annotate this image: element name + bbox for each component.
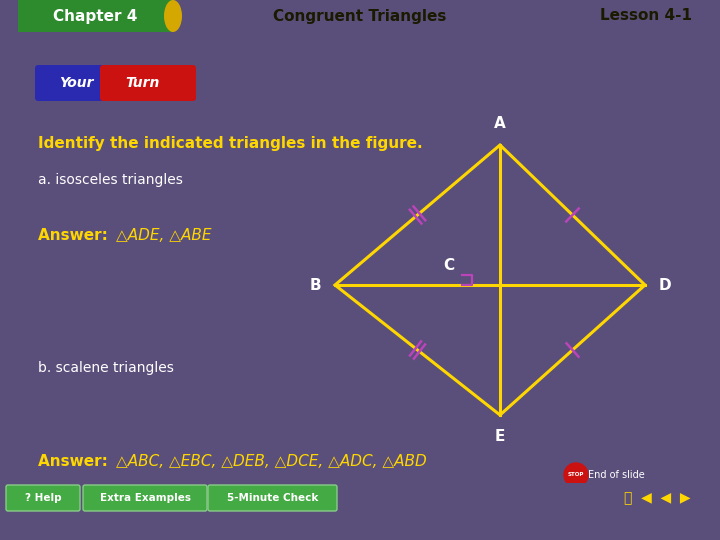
Text: Extra Examples: Extra Examples [99,493,191,503]
Text: b. scalene triangles: b. scalene triangles [38,361,174,375]
Bar [18,0,173,32]
Text: Identify the indicated triangles in the figure.: Identify the indicated triangles in the … [38,136,423,151]
FancyBboxPatch shape [6,485,80,511]
Text: Answer:: Answer: [38,454,113,469]
Ellipse shape [164,0,182,32]
Text: △ABC, △EBC, △DEB, △DCE, △ADC, △ABD: △ABC, △EBC, △DEB, △DCE, △ADC, △ABD [116,454,427,469]
Text: ⏮  ◀  ◀  ▶: ⏮ ◀ ◀ ▶ [624,491,690,505]
Text: Turn: Turn [126,76,160,90]
Text: Congruent Triangles: Congruent Triangles [274,9,446,24]
Text: a. isosceles triangles: a. isosceles triangles [38,173,183,187]
Text: Answer:: Answer: [38,227,113,242]
Circle shape [564,463,588,487]
Text: △ADE, △ABE: △ADE, △ABE [116,227,212,242]
Text: Lesson 4-1: Lesson 4-1 [600,9,692,24]
Text: B: B [310,278,321,293]
FancyBboxPatch shape [208,485,337,511]
Text: STOP: STOP [568,472,584,477]
Text: ? Help: ? Help [24,493,61,503]
Text: Your: Your [59,76,94,90]
FancyBboxPatch shape [83,485,207,511]
Text: D: D [659,278,672,293]
Text: 5-Minute Check: 5-Minute Check [227,493,318,503]
Text: Chapter 4: Chapter 4 [53,9,138,24]
Text: E: E [495,429,505,444]
FancyBboxPatch shape [35,65,191,101]
Text: C: C [443,258,454,273]
Text: A: A [494,116,506,131]
Text: End of slide: End of slide [588,470,644,480]
FancyBboxPatch shape [100,65,196,101]
